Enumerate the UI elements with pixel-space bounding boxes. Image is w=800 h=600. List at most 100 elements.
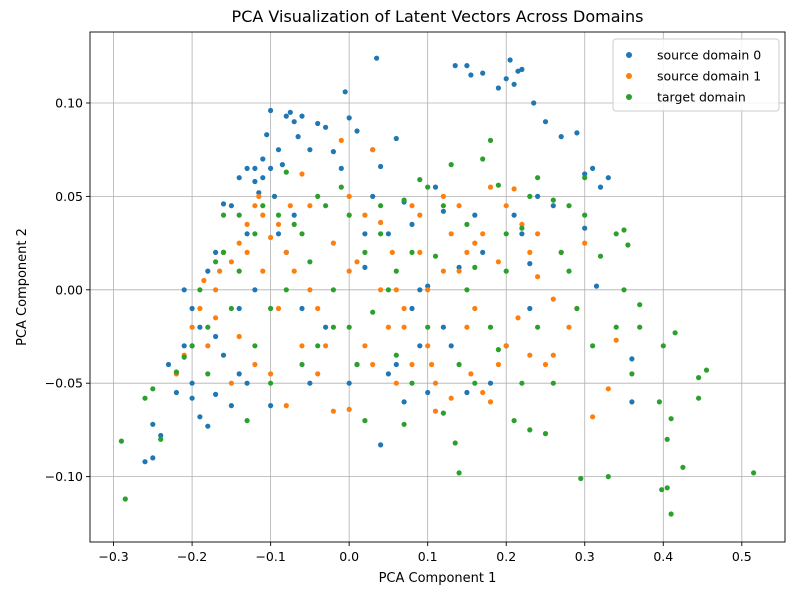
- chart-title: PCA Visualization of Latent Vectors Acro…: [232, 7, 644, 26]
- data-point: [578, 475, 584, 482]
- data-point: [464, 324, 470, 330]
- data-point: [472, 380, 478, 386]
- data-point: [527, 249, 533, 255]
- data-point: [315, 343, 321, 349]
- data-point: [189, 395, 195, 401]
- data-point: [558, 134, 564, 140]
- data-point: [425, 184, 431, 190]
- data-point: [664, 485, 670, 491]
- data-point: [283, 113, 289, 119]
- data-point: [515, 315, 521, 321]
- data-point: [150, 421, 156, 427]
- y-tick-label: −0.05: [45, 376, 83, 391]
- data-point: [440, 410, 446, 416]
- data-point: [291, 268, 297, 274]
- data-point: [605, 386, 611, 392]
- data-point: [393, 268, 399, 274]
- data-point: [597, 253, 604, 259]
- data-point: [189, 324, 195, 330]
- data-point: [236, 333, 242, 340]
- data-point: [511, 186, 517, 192]
- data-point: [668, 511, 674, 517]
- data-point: [268, 380, 274, 386]
- data-point: [656, 399, 663, 405]
- data-point: [256, 190, 262, 196]
- data-point: [409, 221, 415, 227]
- data-point: [228, 203, 234, 209]
- data-point: [362, 418, 368, 424]
- data-point: [291, 212, 297, 218]
- data-point: [527, 261, 533, 267]
- data-point: [264, 132, 270, 138]
- legend-marker-target-domain: [626, 94, 632, 100]
- data-point: [432, 253, 439, 259]
- data-point: [527, 193, 533, 199]
- data-point: [220, 352, 227, 358]
- data-point: [118, 438, 124, 444]
- data-point: [448, 395, 454, 401]
- data-point: [173, 369, 179, 375]
- data-point: [362, 212, 368, 218]
- data-point: [228, 305, 234, 312]
- data-point: [213, 259, 219, 265]
- data-point: [287, 203, 293, 209]
- data-point: [487, 324, 494, 330]
- data-point: [338, 137, 344, 143]
- data-point: [429, 361, 435, 368]
- data-point: [268, 305, 274, 312]
- y-tick-label: −0.10: [45, 469, 83, 484]
- data-point: [507, 57, 513, 63]
- data-point: [535, 193, 541, 199]
- data-point: [260, 156, 266, 162]
- data-point: [535, 231, 541, 237]
- data-point: [432, 184, 439, 190]
- data-point: [228, 380, 234, 386]
- data-point: [440, 203, 446, 209]
- data-point: [401, 197, 407, 203]
- data-point: [295, 134, 301, 140]
- data-point: [354, 361, 360, 368]
- x-axis-ticks: −0.3 −0.2 −0.1 0.0 0.1 0.2 0.3 0.4 0.5: [98, 542, 752, 564]
- data-point: [417, 177, 423, 183]
- legend-marker-source-domain-0: [626, 52, 632, 58]
- x-tick-label: −0.1: [255, 549, 285, 564]
- data-point: [378, 163, 384, 170]
- data-point: [205, 371, 211, 377]
- data-point: [582, 240, 588, 246]
- data-point: [370, 361, 376, 368]
- data-point: [283, 169, 289, 175]
- data-point: [535, 324, 541, 330]
- data-point: [330, 149, 336, 155]
- data-point: [511, 81, 517, 87]
- data-point: [480, 156, 486, 162]
- data-point: [464, 63, 470, 69]
- data-point: [582, 171, 588, 177]
- data-point: [480, 70, 486, 76]
- data-point: [213, 249, 219, 255]
- data-point: [495, 182, 501, 188]
- data-point: [440, 208, 446, 214]
- data-point: [362, 249, 368, 255]
- data-point: [527, 427, 533, 433]
- data-point: [385, 231, 391, 237]
- data-point: [468, 371, 474, 377]
- data-point: [703, 367, 710, 373]
- data-point: [590, 165, 596, 171]
- data-point: [275, 305, 282, 312]
- data-point: [181, 354, 187, 360]
- data-point: [456, 268, 462, 274]
- data-point: [566, 268, 572, 274]
- data-point: [468, 72, 474, 78]
- data-point: [519, 380, 525, 386]
- data-point: [354, 128, 360, 134]
- data-point: [330, 287, 336, 293]
- data-point: [672, 330, 678, 336]
- y-tick-label: 0.10: [55, 95, 83, 110]
- data-point: [472, 264, 478, 270]
- data-point: [275, 212, 282, 218]
- data-point: [205, 423, 211, 429]
- data-point: [495, 361, 501, 368]
- data-point: [456, 361, 462, 368]
- data-point: [252, 231, 258, 237]
